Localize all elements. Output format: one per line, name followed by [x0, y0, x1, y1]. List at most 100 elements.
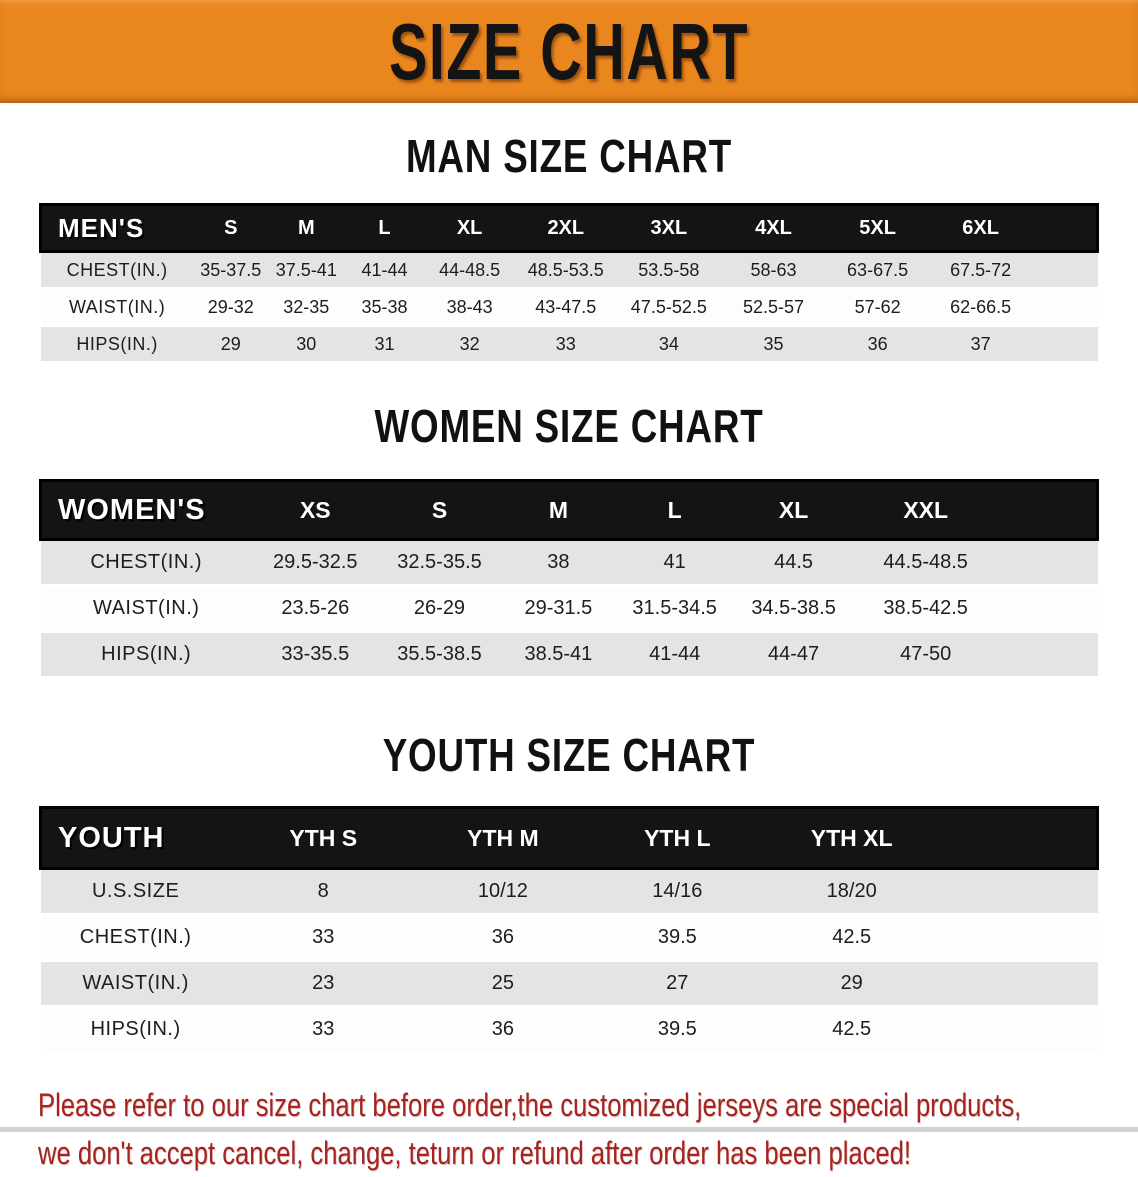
cell-value: 30 [296, 333, 317, 354]
header-filler [1031, 203, 1099, 253]
cell-value: 42.5 [832, 926, 872, 948]
size-column-header: M [500, 479, 617, 541]
row-label: HIPS(IN.) [101, 643, 192, 665]
men-table-body: CHEST(IN.) 35-37.5 37.5-41 41-44 44-48.5 48.5… [40, 251, 1098, 362]
cell-value: 38 [547, 551, 570, 573]
cell-value: 36 [491, 926, 515, 948]
cell-value: 29.5-32.5 [273, 551, 358, 573]
cell-value: 41 [663, 551, 686, 573]
table-row: CHEST(IN.) 33 36 39.5 42.5 [40, 914, 1098, 961]
row-label: WAIST(IN.) [68, 296, 166, 317]
row-filler [939, 915, 1098, 961]
row-label: WAIST(IN.) [82, 972, 189, 994]
table-row: WAIST(IN.) 29-32 32-35 35-38 38-43 43-47.5 47.… [40, 288, 1098, 326]
cell-value: 35-37.5 [200, 259, 262, 280]
table-row: CHEST(IN.) 29.5-32.5 32.5-35.5 38 41 44.5 44.5… [40, 539, 1098, 586]
row-filler [939, 869, 1098, 915]
row-label: WAIST(IN.) [92, 597, 200, 619]
cell-value: 47.5-52.5 [630, 296, 707, 317]
size-column-header: L [616, 479, 733, 541]
cell-value: 62-66.5 [950, 296, 1012, 317]
cell-value: 48.5-53.5 [527, 259, 604, 280]
cell-value: 44.5 [774, 551, 814, 573]
row-filler [1032, 252, 1098, 289]
bottom-edge-strip [0, 1127, 1138, 1132]
youth-size-chart-section: YOUTH SIZE CHART YOUTH YTH S YTH M YTH L YT… [0, 728, 1138, 1051]
cell-value: 44-48.5 [439, 259, 501, 280]
row-label: HIPS(IN.) [90, 1018, 181, 1040]
men-size-table: MEN'S S M L XL 2XL 3XL 4XL 5XL 6XL CHEST(IN.) 35-… [38, 203, 1099, 362]
size-column-header: YTH S [230, 806, 416, 870]
section-title-women: WOMEN SIZE CHART [374, 400, 764, 452]
table-row: U.S.SIZE 8 10/12 14/16 18/20 [40, 868, 1098, 915]
cell-value: 29-31.5 [524, 597, 593, 619]
youth-size-table: YOUTH YTH S YTH M YTH L YTH XL U.S.SIZE 8 10/… [38, 806, 1099, 1052]
footer-note-line1: Please refer to our size chart before or… [38, 1087, 1022, 1123]
cell-value: 43-47.5 [535, 296, 597, 317]
size-column-header: XL [424, 203, 516, 253]
size-column-header: 3XL [616, 203, 722, 253]
footer-note-line2: we don't accept cancel, change, teturn o… [38, 1135, 911, 1171]
cell-value: 32.5-35.5 [397, 551, 482, 573]
size-column-header: S [378, 479, 501, 541]
cell-value: 39.5 [657, 1018, 697, 1040]
header-filler [997, 479, 1100, 541]
cell-value: 26-29 [413, 597, 466, 619]
cell-value: 63-67.5 [847, 259, 909, 280]
cell-value: 31 [374, 333, 395, 354]
size-column-header: 5XL [825, 203, 930, 253]
row-label: U.S.SIZE [91, 880, 180, 902]
cell-value: 8 [317, 880, 329, 902]
cell-value: 32 [459, 333, 480, 354]
youth-table-body: U.S.SIZE 8 10/12 14/16 18/20 CHEST(IN.) 33 36 39… [40, 868, 1098, 1052]
cell-value: 36 [491, 1018, 515, 1040]
cell-value: 38-43 [446, 296, 493, 317]
women-table-body: CHEST(IN.) 29.5-32.5 32.5-35.5 38 41 44.5 44.5… [40, 539, 1098, 676]
cell-value: 47-50 [900, 643, 952, 665]
size-column-header: M [267, 203, 345, 253]
cell-value: 37 [970, 333, 991, 354]
cell-value: 33 [555, 333, 576, 354]
row-filler [1032, 289, 1098, 326]
table-row: HIPS(IN.) 33-35.5 35.5-38.5 38.5-41 41-44 44-… [40, 631, 1098, 676]
cell-value: 25 [491, 972, 515, 994]
size-column-header: YTH XL [764, 806, 939, 870]
row-filler [997, 540, 1097, 586]
cell-value: 33-35.5 [281, 643, 350, 665]
cell-value: 41-44 [649, 643, 701, 665]
charts-container: MAN SIZE CHART MEN'S S M L XL 2XL 3XL 4XL 5XL 6X… [0, 129, 1138, 1051]
cell-value: 37.5-41 [275, 259, 337, 280]
cell-value: 14/16 [652, 880, 703, 902]
size-column-header: XS [251, 479, 379, 541]
cell-value: 67.5-72 [950, 259, 1012, 280]
row-filler [939, 961, 1098, 1007]
cell-value: 44.5-48.5 [883, 551, 968, 573]
size-column-header: S [193, 203, 268, 253]
row-filler [1032, 326, 1098, 362]
table-row: WAIST(IN.) 23 25 27 29 [40, 960, 1098, 1007]
table-group-label: WOMEN'S [38, 479, 252, 541]
size-column-header: XL [732, 479, 855, 541]
section-title-youth: YOUTH SIZE CHART [382, 729, 756, 781]
cell-value: 27 [666, 972, 689, 994]
cell-value: 36 [867, 333, 888, 354]
cell-value: 52.5-57 [742, 296, 804, 317]
section-title-men: MAN SIZE CHART [405, 130, 733, 182]
row-filler [939, 1007, 1098, 1052]
page-title: SIZE CHART [389, 6, 749, 96]
table-group-label: MEN'S [38, 203, 194, 253]
cell-value: 57-62 [854, 296, 901, 317]
table-group-label: YOUTH [38, 806, 231, 870]
table-row: WAIST(IN.) 23.5-26 26-29 29-31.5 31.5-34.5 34… [40, 585, 1098, 632]
table-header-row: WOMEN'S XS S M L XL XXL [38, 479, 1100, 541]
banner: SIZE CHART [0, 0, 1138, 103]
size-column-header: 4XL [721, 203, 826, 253]
cell-value: 35-38 [361, 296, 408, 317]
cell-value: 38.5-42.5 [883, 597, 968, 619]
cell-value: 32-35 [283, 296, 330, 317]
cell-value: 41-44 [361, 259, 408, 280]
cell-value: 44-47 [767, 643, 820, 665]
cell-value: 35 [763, 333, 784, 354]
cell-value: 23 [312, 972, 335, 994]
